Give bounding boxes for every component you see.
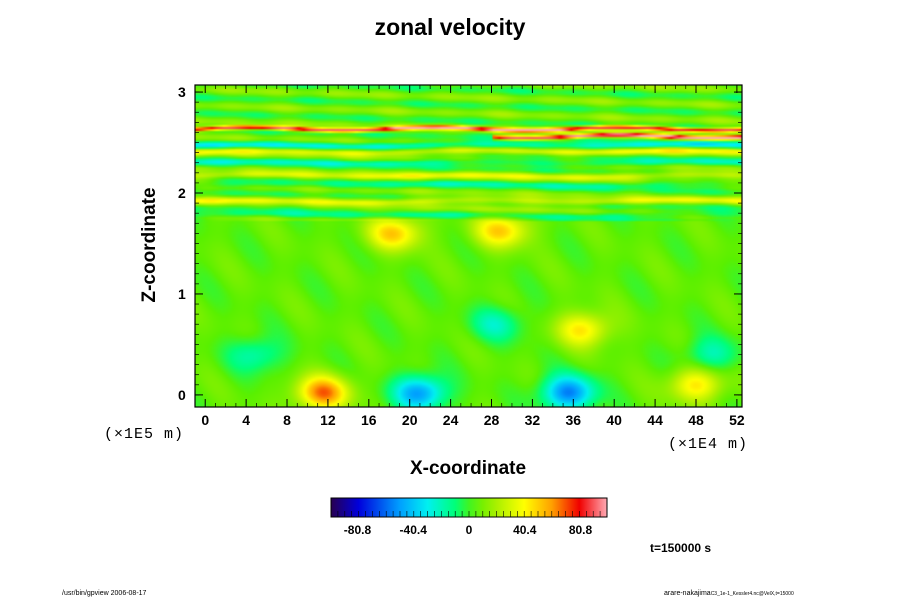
x-tick-label: 44 (647, 412, 663, 428)
x-tick-label: 36 (565, 412, 582, 428)
colorbar-tick-label: 40.4 (513, 523, 537, 537)
x-unit-label: (×1E4 m) (668, 436, 749, 453)
x-tick-label: 52 (729, 412, 745, 428)
footer-file-info: C3_1e-1_Kessler4.nc@VelX,t=15000 (710, 591, 794, 597)
x-tick-label: 48 (688, 412, 704, 428)
colorbar-tick-label: -40.4 (399, 523, 427, 537)
y-tick-label: 2 (178, 185, 186, 201)
x-tick-label: 12 (320, 412, 336, 428)
x-tick-label: 24 (442, 412, 459, 428)
x-tick-label: 8 (283, 412, 291, 428)
x-tick-label: 16 (361, 412, 377, 428)
x-axis-label: X-coordinate (409, 458, 527, 479)
y-axis-ticks (195, 91, 742, 396)
colorbar (330, 497, 608, 518)
x-tick-label: 20 (401, 412, 418, 428)
y-tick-label: 1 (178, 285, 186, 302)
y-tick-label: 0 (178, 386, 186, 403)
x-tick-label: 28 (483, 412, 500, 428)
colorbar-tick-label: -80.8 (343, 523, 372, 537)
colorbar-tick-label: 0 (465, 523, 473, 537)
footer-command: /usr/bin/gpview 2006-08-17 (62, 590, 147, 597)
y-tick-label: 3 (178, 84, 186, 101)
time-label: t=150000 s (650, 541, 712, 555)
chart-title: zonal velocity (374, 14, 526, 40)
x-axis-ticks (204, 85, 738, 407)
x-tick-label: 4 (242, 412, 251, 428)
x-tick-label: 40 (606, 412, 622, 428)
footer-author-name: arare-nakajima (664, 590, 711, 597)
heatmap-field (195, 85, 742, 407)
plot-frame (194, 84, 743, 408)
y-axis-label: Z-coordinate (139, 187, 160, 303)
footer-author: arare-nakajimaC3_1e-1_Kessler4.nc@VelX,t… (664, 590, 794, 597)
z-unit-label: (×1E5 m) (104, 426, 185, 443)
x-tick-label: 0 (201, 412, 210, 428)
x-tick-label: 32 (524, 412, 541, 428)
colorbar-tick-label: 80.8 (568, 523, 593, 537)
